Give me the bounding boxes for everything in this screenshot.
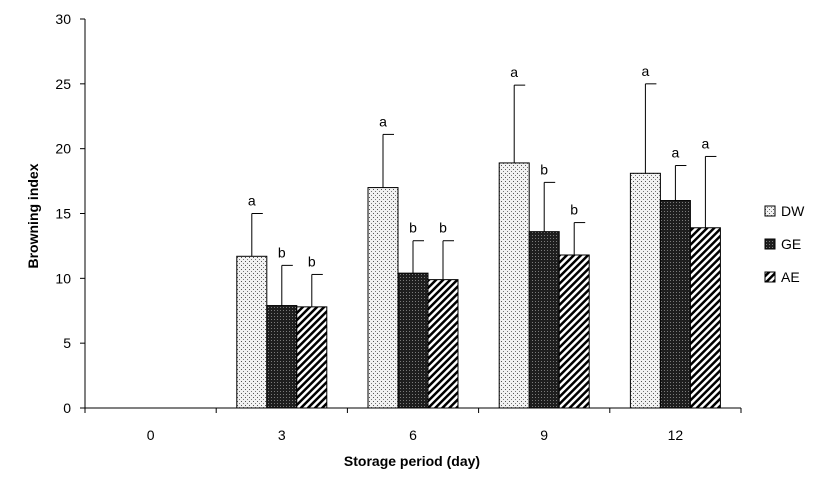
significance-label: b [409, 220, 417, 236]
significance-label: b [278, 244, 286, 260]
bar-dw [498, 162, 530, 409]
bar-ge [659, 200, 691, 409]
bar-ae [558, 254, 590, 409]
plot-area: 0 5 10 15 20 25 30 0 3 6 9 12 a b b a b b a b b a a a [55, 11, 742, 443]
bar-ge [266, 305, 298, 409]
bar-dw [629, 172, 661, 409]
significance-label: a [702, 135, 710, 151]
significance-label: a [672, 145, 680, 161]
bar-ae [427, 279, 459, 409]
significance-label: a [510, 64, 518, 80]
y-axis-title: Browning index [25, 163, 41, 268]
y-tick-label: 10 [55, 270, 71, 286]
y-tick-label: 15 [55, 206, 71, 222]
significance-label: a [642, 63, 650, 79]
bar-ae [296, 306, 328, 409]
x-tick-label: 12 [668, 427, 684, 443]
legend-swatch-ae [764, 271, 776, 283]
legend-swatch-ge [764, 238, 776, 250]
bar-dw [236, 255, 268, 409]
significance-label: b [570, 202, 578, 218]
y-tick-label: 20 [55, 141, 71, 157]
significance-label: a [248, 193, 256, 209]
x-tick-label: 6 [409, 427, 417, 443]
significance-label: b [540, 161, 548, 177]
legend-label-dw: DW [781, 203, 805, 219]
bar-ge [528, 231, 560, 409]
y-tick-label: 5 [63, 335, 71, 351]
bar-ge [397, 272, 429, 409]
x-tick-label: 9 [540, 427, 548, 443]
y-tick-label: 25 [55, 76, 71, 92]
x-tick-label: 3 [278, 427, 286, 443]
x-tick-label: 0 [147, 427, 155, 443]
significance-label: a [379, 113, 387, 129]
legend: DW GE AE [764, 203, 805, 285]
x-axis-title: Storage period (day) [344, 453, 480, 469]
legend-swatch-dw [764, 205, 776, 217]
significance-label: b [439, 220, 447, 236]
y-tick-label: 30 [55, 11, 71, 27]
legend-label-ge: GE [781, 236, 801, 252]
legend-label-ae: AE [781, 269, 800, 285]
y-tick-label: 0 [63, 400, 71, 416]
significance-label: b [308, 253, 316, 269]
bar-dw [367, 187, 399, 409]
bar-ae [689, 227, 721, 409]
